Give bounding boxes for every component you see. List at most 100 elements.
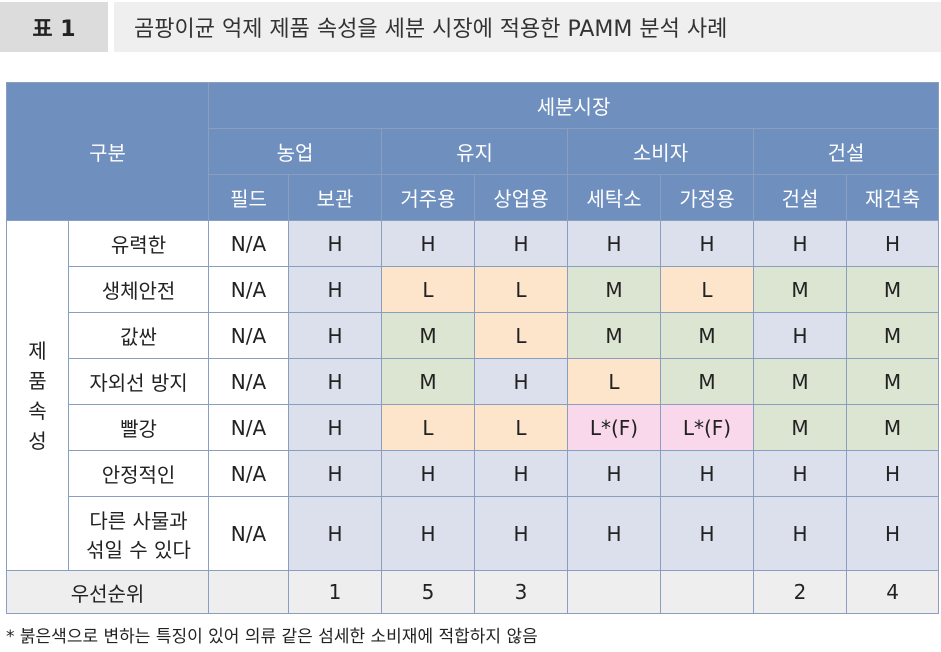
table-row: 다른 사물과 섞일 수 있다 N/A H H H H H H H (7, 496, 940, 571)
rating-cell: L*(F) (567, 404, 661, 451)
rating-cell: M (381, 312, 475, 359)
table-row: 안정적인 N/A H H H H H H H (7, 450, 940, 497)
rating-cell: L (474, 266, 568, 313)
priority-cell: 2 (753, 570, 847, 614)
side-label-char: 품 (28, 368, 47, 393)
rating-cell: H (288, 496, 382, 571)
table-row: 제 품 속 성 유력한 N/A H H H H H H H (6, 220, 940, 571)
subgroup-header: 세탁소 (567, 174, 661, 221)
subgroup-header: 보관 (288, 174, 382, 221)
group-header-consumer: 소비자 (567, 128, 754, 175)
attribute-label: 안정적인 (68, 450, 209, 497)
rating-cell: H (567, 496, 661, 571)
corner-header: 구분 (6, 82, 209, 221)
attribute-label-line: 안정적인 (101, 463, 176, 487)
attribute-label-line: 섞일 수 있다 (86, 537, 191, 562)
group-header-maintenance: 유지 (381, 128, 568, 175)
priority-label: 우선순위 (6, 570, 209, 614)
priority-cell (660, 570, 754, 614)
rating-cell: H (753, 450, 847, 497)
priority-cell: 5 (381, 570, 475, 614)
rating-cell: H (845, 496, 940, 571)
rating-cell: H (288, 266, 382, 313)
subgroup-header: 가정용 (660, 174, 754, 221)
rating-cell: H (753, 312, 847, 359)
rating-cell: H (660, 496, 754, 571)
rating-cell: M (567, 266, 661, 313)
group-header-construction: 건설 (752, 128, 940, 175)
rating-cell: M (660, 358, 754, 405)
attribute-label-line: 다른 사물과 (89, 508, 188, 533)
rating-cell: L (660, 266, 754, 313)
rating-cell: L (474, 404, 568, 451)
attribute-label: 유력한 (68, 220, 209, 267)
subgroup-header: 재건축 (845, 174, 940, 221)
side-label-char: 성 (28, 428, 47, 453)
rating-cell: N/A (208, 266, 289, 313)
rating-cell: H (845, 220, 940, 267)
rating-cell: H (474, 450, 568, 497)
attribute-label-line: 값싼 (120, 325, 157, 349)
subgroup-header: 거주용 (381, 174, 475, 221)
subgroup-header: 상업용 (474, 174, 568, 221)
attribute-label: 빨강 (68, 404, 209, 451)
rating-cell: H (288, 220, 382, 267)
rating-cell: N/A (208, 220, 289, 267)
table-title: 곰팡이균 억제 제품 속성을 세분 시장에 적용한 PAMM 분석 사례 (114, 2, 941, 52)
rating-cell: H (474, 496, 568, 571)
rating-cell: N/A (208, 312, 289, 359)
rating-cell: M (753, 266, 847, 313)
rating-cell: M (845, 266, 940, 313)
side-label-char: 속 (28, 398, 47, 423)
rating-cell: N/A (208, 496, 289, 571)
rating-cell: H (288, 358, 382, 405)
rating-cell: M (845, 404, 940, 451)
rating-cell: H (845, 450, 940, 497)
attribute-label-line: 생체안전 (101, 279, 176, 303)
table-row: 빨강 N/A H L L L*(F) L*(F) M M (7, 404, 940, 451)
attribute-label-line: 빨강 (120, 417, 157, 441)
rating-cell: L (381, 404, 475, 451)
rating-cell: H (660, 450, 754, 497)
rating-cell: H (753, 496, 847, 571)
priority-cell (208, 570, 289, 614)
rating-cell: M (845, 312, 940, 359)
rating-cell: N/A (208, 450, 289, 497)
rating-cell: H (474, 358, 568, 405)
attribute-label-line: 유력한 (110, 233, 167, 257)
rating-cell: H (381, 496, 475, 571)
rating-cell: H (288, 404, 382, 451)
rating-cell: H (753, 220, 847, 267)
rating-cell: N/A (208, 358, 289, 405)
priority-cell: 4 (845, 570, 940, 614)
pamm-table: 구분 세분시장 농업 유지 소비자 건설 필드 보관 거주용 상업용 세탁소 가정용 건설 재… (6, 82, 940, 614)
attribute-label: 자외선 방지 (68, 358, 209, 405)
rating-cell: H (474, 220, 568, 267)
rating-cell: H (288, 312, 382, 359)
group-header-agriculture: 농업 (208, 128, 382, 175)
subgroup-header: 건설 (753, 174, 847, 221)
rating-cell: M (753, 358, 847, 405)
footnote: * 붉은색으로 변하는 특징이 있어 의류 같은 섬세한 소비재에 적합하지 않… (6, 627, 538, 647)
table-row: 자외선 방지 N/A H M H L M M M (7, 358, 940, 405)
rating-cell: H (381, 220, 475, 267)
priority-cell: 1 (288, 570, 382, 614)
rating-cell: H (288, 450, 382, 497)
rating-cell: N/A (208, 404, 289, 451)
priority-cell (567, 570, 661, 614)
table-row: 생체안전 N/A H L L M L M M (7, 266, 940, 313)
attribute-label: 생체안전 (68, 266, 209, 313)
rating-cell: L*(F) (660, 404, 754, 451)
side-label-char: 제 (28, 338, 47, 363)
rating-cell: H (660, 220, 754, 267)
rating-cell: M (660, 312, 754, 359)
rating-cell: H (567, 450, 661, 497)
segment-header: 세분시장 (207, 82, 940, 129)
rating-cell: M (567, 312, 661, 359)
table-title-bar: 표 1 곰팡이균 억제 제품 속성을 세분 시장에 적용한 PAMM 분석 사례 (0, 2, 941, 52)
rating-cell: L (474, 312, 568, 359)
rating-cell: L (381, 266, 475, 313)
rating-cell: M (753, 404, 847, 451)
